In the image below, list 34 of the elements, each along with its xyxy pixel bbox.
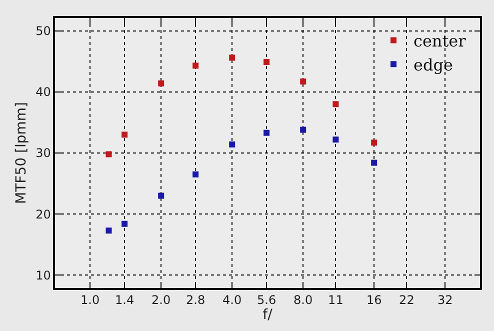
x-tick-label: 1.0 [80, 293, 100, 308]
x-tick-label: 8.0 [294, 293, 313, 308]
x-tick-label: 22 [399, 293, 414, 308]
point [192, 62, 199, 69]
point [158, 192, 164, 199]
y-axis-title: MTF50 [lpmm] [14, 102, 30, 204]
legend-label: edge [414, 55, 453, 74]
point [371, 160, 378, 166]
point [300, 126, 306, 133]
x-tick-label: 2.8 [186, 293, 206, 308]
y-tick-label: 40 [36, 85, 51, 100]
y-tick-label: 30 [36, 146, 51, 160]
point [229, 141, 236, 148]
point [264, 58, 270, 65]
x-tick-label: 32 [437, 293, 453, 308]
point [229, 54, 236, 61]
point [192, 171, 199, 178]
x-tick-label: 5.6 [257, 293, 276, 308]
y-tick-label: 50 [36, 24, 51, 38]
legend-label: center [414, 32, 466, 51]
point [122, 132, 128, 138]
x-axis-title: f/ [262, 307, 273, 324]
point [371, 140, 378, 146]
y-tick-label: 10 [36, 268, 51, 282]
x-tick-label: 4.0 [222, 293, 242, 308]
x-tick-label: 1.4 [115, 293, 134, 308]
point [264, 130, 270, 136]
x-tick-label: 16 [366, 293, 382, 308]
point [158, 80, 164, 86]
x-tick-label: 2.0 [152, 293, 171, 308]
point [300, 78, 306, 85]
x-tick-label: 11 [328, 293, 344, 308]
point [122, 220, 128, 227]
y-tick-label: 20 [36, 207, 51, 222]
